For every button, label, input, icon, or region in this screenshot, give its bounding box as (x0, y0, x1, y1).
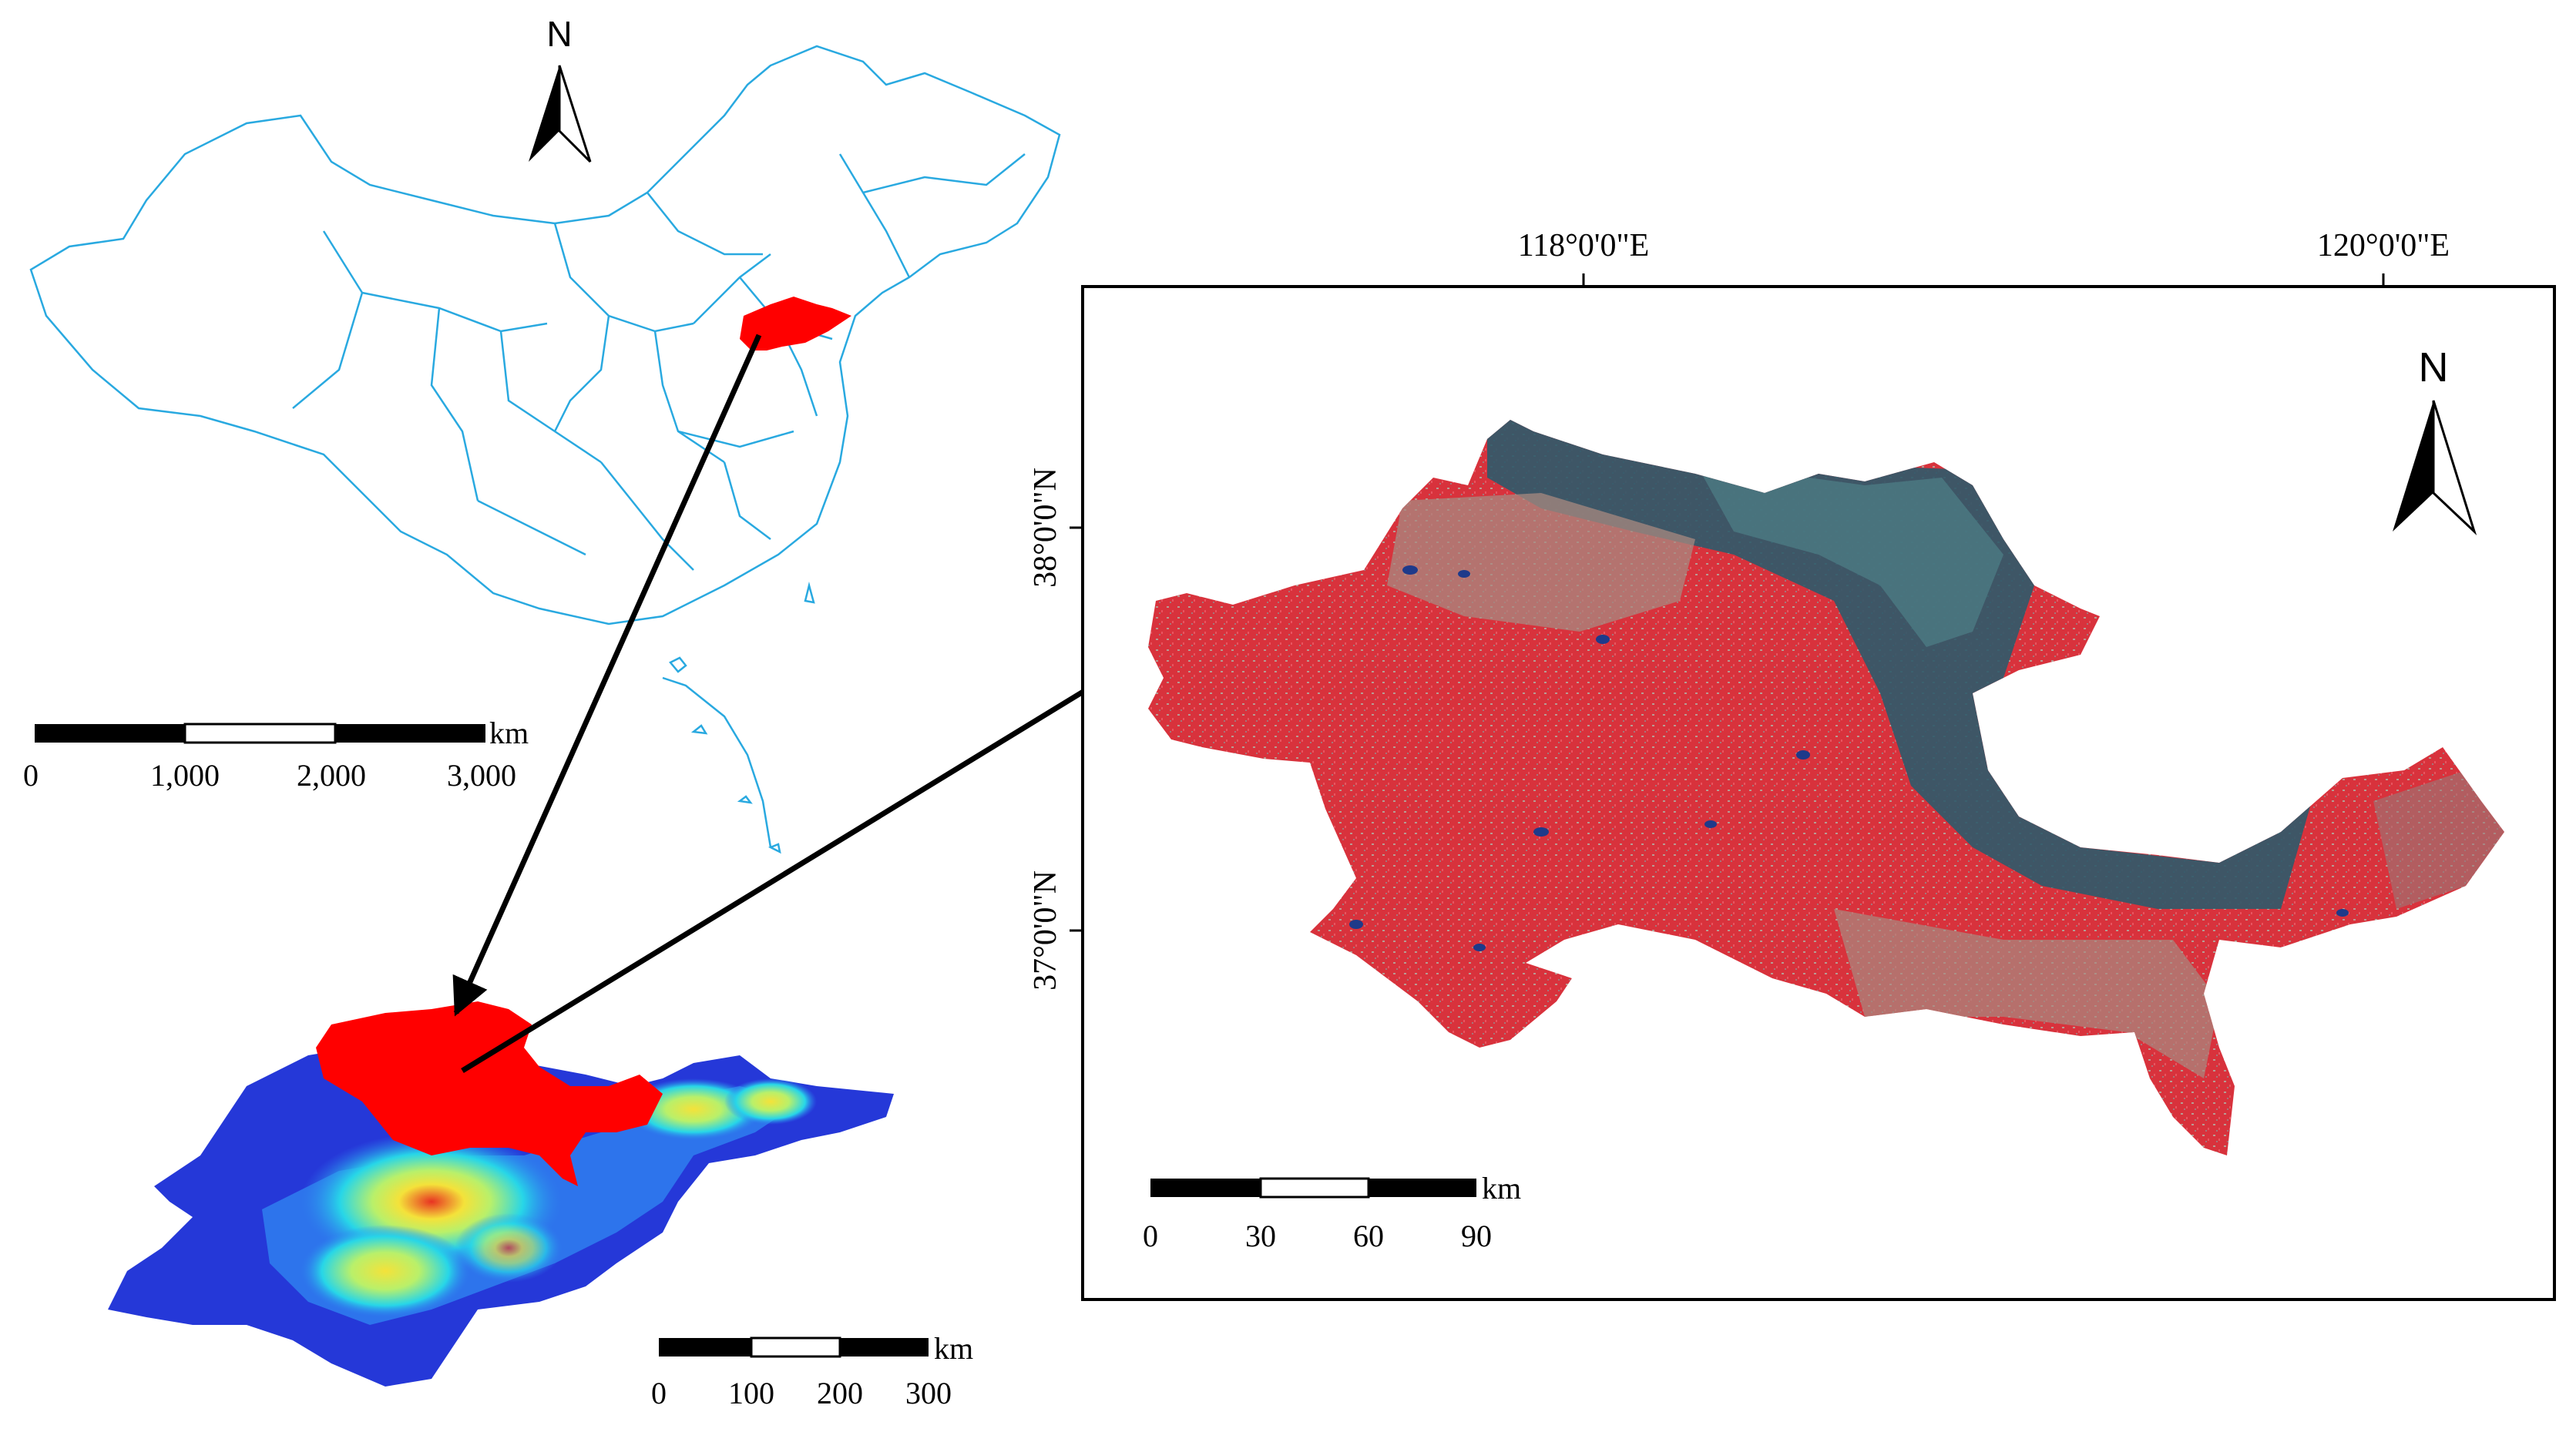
province-scale-tick: 0 (651, 1376, 667, 1410)
study-scale-tick: 90 (1461, 1219, 1492, 1253)
arrow-china-to-province (452, 334, 762, 1017)
shandong-highlight (740, 297, 851, 350)
connector-arrows (452, 334, 1179, 1073)
study-area-highlight (316, 1001, 663, 1186)
study-area-panel: 118°0'0"E 120°0'0"E 38°0'0"N 37°0'0"N (1028, 228, 2556, 1301)
water-bodies (1349, 565, 2349, 951)
china-north-arrow: N (529, 14, 592, 163)
study-area-north-label: N (2419, 344, 2449, 391)
lat-label: 37°0'0"N (1028, 870, 1063, 991)
province-scale-tick: 200 (817, 1376, 863, 1410)
study-scale-unit: km (1482, 1171, 1521, 1206)
lat-label: 38°0'0"N (1028, 468, 1063, 588)
china-outline (29, 45, 1061, 625)
china-scale-tick: 1,000 (150, 758, 220, 793)
bare-land-zone (1387, 493, 1695, 632)
china-province-boundaries (29, 45, 1061, 854)
china-scale-unit: km (489, 716, 529, 750)
study-area-north-arrow: N (2393, 344, 2477, 536)
china-internal-boundaries (292, 153, 1026, 571)
province-scale-bar: km 0 100 200 300 (651, 1331, 973, 1410)
study-scale-tick: 30 (1245, 1219, 1276, 1253)
china-north-label: N (546, 14, 572, 54)
province-scale-unit: km (934, 1331, 973, 1366)
china-scale-bar: km 0 1,000 2,000 3,000 (23, 716, 529, 793)
north-arrow-icon (2393, 401, 2433, 532)
north-arrow-icon (529, 65, 559, 162)
study-scale-tick: 0 (1143, 1219, 1158, 1253)
china-islands (662, 582, 815, 854)
arrow-province-to-study-area (461, 633, 1179, 1073)
province-scale-tick: 300 (905, 1376, 952, 1410)
lon-label: 118°0'0"E (1518, 228, 1650, 263)
study-area-scale-bar: km 0 30 60 90 (1143, 1171, 1521, 1253)
lon-label: 120°0'0"E (2317, 228, 2450, 263)
china-scale-tick: 3,000 (447, 758, 516, 793)
china-panel: N km 0 1,000 2,000 3,000 (23, 14, 1061, 854)
study-scale-tick: 60 (1353, 1219, 1384, 1253)
china-scale-tick: 0 (23, 758, 39, 793)
province-scale-tick: 100 (728, 1376, 774, 1410)
china-scale-tick: 2,000 (297, 758, 366, 793)
province-panel: km 0 100 200 300 (108, 1001, 973, 1410)
